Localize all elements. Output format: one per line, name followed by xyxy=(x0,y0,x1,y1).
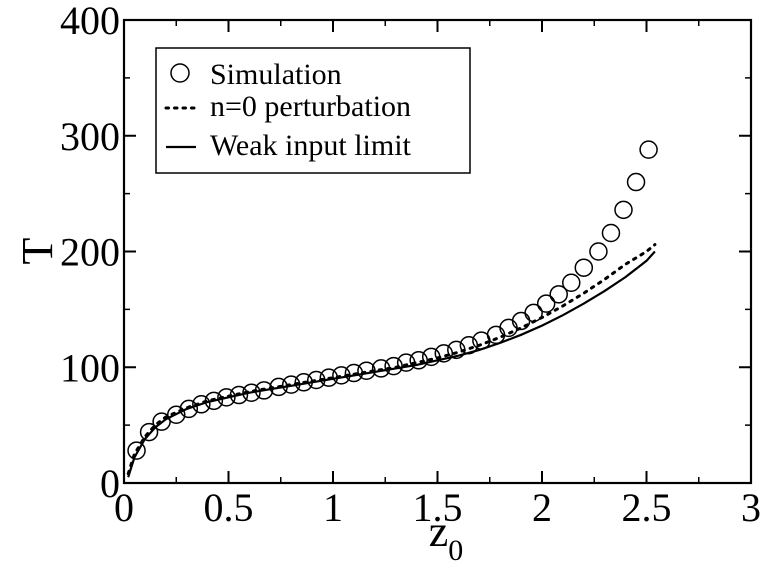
simulation-point xyxy=(357,361,376,380)
simulation-point xyxy=(536,294,556,313)
y-tick-label: 300 xyxy=(60,114,120,159)
simulation-point xyxy=(434,344,454,363)
simulation-point xyxy=(549,285,568,304)
simulation-point xyxy=(192,395,211,414)
series-line-perturbation xyxy=(126,243,657,476)
series-line-weak-input xyxy=(127,250,656,478)
simulation-point xyxy=(639,140,658,159)
simulation-point xyxy=(127,441,146,460)
simulation-point xyxy=(574,258,594,277)
x-axis-label-subscript: 0 xyxy=(448,534,463,567)
simulation-point xyxy=(562,273,581,293)
simulation-point xyxy=(614,200,633,220)
x-tick-label: 0 xyxy=(114,485,134,530)
x-tick-label: 3 xyxy=(741,485,761,530)
legend-label-simulation: Simulation xyxy=(210,58,342,91)
y-tick-label: 0 xyxy=(100,461,120,506)
simulation-point xyxy=(409,351,428,370)
legend: Simulation n=0 perturbation Weak input l… xyxy=(155,47,471,174)
x-tick-label: 0.5 xyxy=(204,485,254,530)
x-tick-label: 1 xyxy=(323,485,343,530)
simulation-point xyxy=(384,356,403,376)
x-tick-label: 2 xyxy=(532,485,552,530)
x-axis-label-main: z xyxy=(429,507,449,556)
simulation-point xyxy=(511,311,531,331)
simulation-point xyxy=(139,422,159,442)
legend-label-perturbation: n=0 perturbation xyxy=(210,90,411,123)
x-axis-label: z0 xyxy=(429,507,464,567)
simulation-point xyxy=(601,223,621,243)
x-tick-label: 1.5 xyxy=(413,485,463,530)
axis-tick-labels: 0 0.5 1 1.5 2 2.5 3 0 100 200 300 400 xyxy=(60,0,761,530)
legend-label-weak-input: Weak input limit xyxy=(210,129,412,162)
legend-marker-simulation xyxy=(170,63,190,83)
simulation-point xyxy=(152,412,171,431)
y-tick-label: 200 xyxy=(60,230,120,275)
simulation-point xyxy=(242,383,261,402)
y-tick-label: 400 xyxy=(60,0,120,43)
simulation-point xyxy=(217,388,236,407)
simulation-point xyxy=(626,172,646,192)
simulation-point xyxy=(589,242,608,261)
axis-ticks xyxy=(123,19,752,484)
y-axis-label: T xyxy=(13,237,62,264)
series-group xyxy=(126,140,658,478)
y-tick-label: 100 xyxy=(60,345,120,390)
legend-box xyxy=(155,47,471,174)
x-tick-label: 2.5 xyxy=(622,485,672,530)
simulation-point xyxy=(179,399,199,419)
simulation-point xyxy=(167,405,186,424)
